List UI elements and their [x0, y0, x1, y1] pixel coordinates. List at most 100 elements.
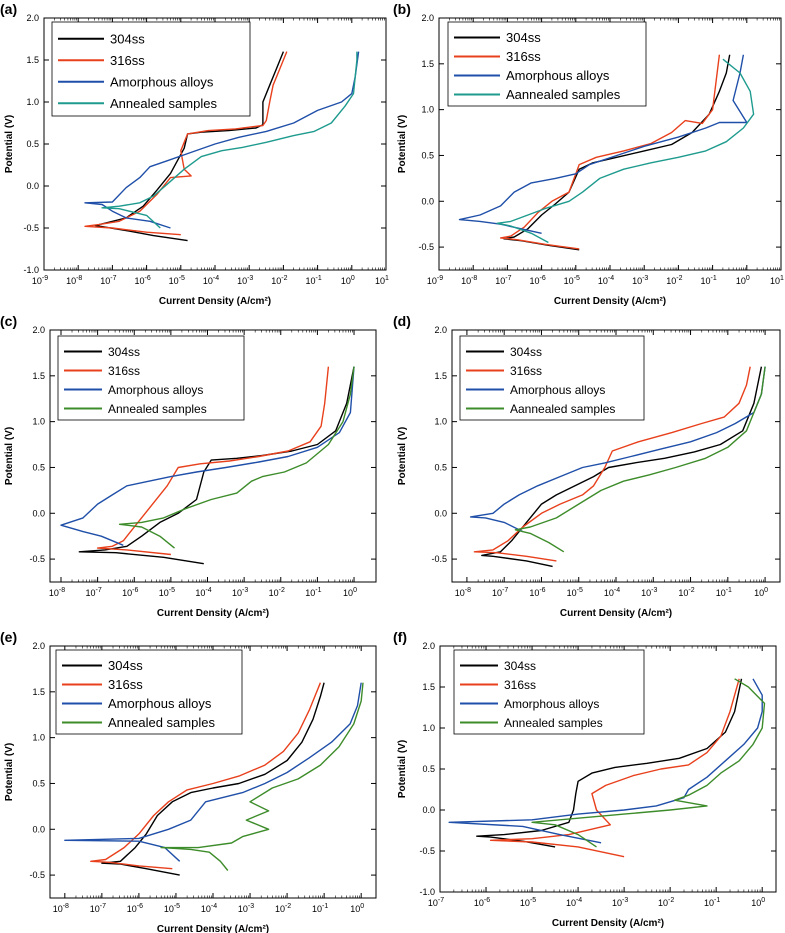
x-tick-label: 10-5 — [159, 587, 175, 598]
series-line — [101, 682, 325, 876]
y-tick-label: -0.5 — [418, 242, 434, 252]
x-tick-label: 10-5 — [567, 587, 583, 598]
y-tick-label: 1.0 — [26, 97, 39, 107]
x-tick-label: 10-8 — [49, 587, 65, 598]
legend-box — [459, 335, 645, 421]
x-tick-label: 10-1 — [305, 587, 321, 598]
x-tick-label: 10-9 — [427, 275, 443, 286]
x-tick-label: 10-4 — [203, 275, 219, 286]
x-tick-label: 100 — [736, 275, 750, 286]
series-line — [101, 51, 358, 229]
series-line — [499, 54, 721, 250]
x-tick-label: 10-6 — [529, 587, 545, 598]
x-tick-label: 10-8 — [53, 903, 69, 914]
x-tick-label: 10-1 — [704, 897, 720, 908]
panel-label: (e) — [0, 629, 17, 645]
x-tick-label: 10-1 — [312, 903, 328, 914]
x-axis-title: Current Density (A/cm²) — [157, 608, 269, 619]
x-tick-label: 100 — [341, 275, 355, 286]
legend-box — [57, 335, 245, 421]
y-tick-label: 2.0 — [32, 641, 45, 651]
y-tick-label: -0.5 — [23, 223, 39, 233]
x-tick-label: 10-6 — [127, 903, 143, 914]
y-tick-label: 1.5 — [421, 59, 434, 69]
x-axis-title: Current Density (A/cm²) — [157, 924, 269, 933]
y-tick-label: 1.0 — [421, 105, 434, 115]
series-line — [489, 678, 740, 858]
y-tick-label: -0.5 — [29, 870, 45, 880]
x-tick-label: 10-4 — [201, 903, 217, 914]
legend-label: 304ss — [108, 345, 140, 359]
y-tick-label: -1.0 — [419, 887, 435, 897]
legend-box — [51, 21, 251, 117]
x-tick-label: 100 — [754, 587, 768, 598]
y-tick-label: 1.5 — [32, 371, 45, 381]
x-tick-label: 10-7 — [85, 587, 101, 598]
y-tick-label: 0.5 — [434, 462, 447, 472]
panel-label: (f) — [393, 629, 407, 645]
y-axis-title: Potential (V) — [4, 115, 15, 173]
legend-label: 316ss — [504, 678, 536, 692]
legend-label: Amorphous alloys — [504, 697, 599, 711]
y-tick-label: 2.0 — [26, 13, 39, 23]
x-tick-label: 100 — [751, 897, 765, 908]
x-tick-label: 10-3 — [232, 587, 248, 598]
series-line — [473, 366, 751, 562]
y-tick-label: 1.5 — [422, 682, 435, 692]
series-line — [60, 366, 355, 546]
legend-label: Aannealed samples — [506, 87, 621, 102]
y-tick-label: 0.0 — [32, 824, 45, 834]
series-line — [84, 51, 360, 229]
x-tick-label: 10-2 — [658, 897, 674, 908]
series-line — [496, 58, 755, 244]
legend-label: Aannealed samples — [510, 402, 615, 416]
x-tick-label: 10-5 — [169, 275, 185, 286]
legend-box — [55, 649, 243, 735]
panel-label: (a) — [0, 1, 17, 17]
x-tick-label: 10-3 — [612, 897, 628, 908]
y-tick-label: 0.5 — [26, 139, 39, 149]
y-tick-label: 1.0 — [32, 417, 45, 427]
y-tick-label: 2.0 — [421, 13, 434, 23]
x-tick-label: 10-7 — [100, 275, 116, 286]
y-tick-label: 0.0 — [434, 508, 447, 518]
x-axis-title: Current Density (A/cm²) — [159, 296, 271, 307]
x-tick-label: 10-3 — [641, 587, 657, 598]
y-tick-label: 1.5 — [26, 55, 39, 65]
panel-label: (c) — [0, 313, 17, 329]
series-line — [531, 678, 766, 848]
x-tick-label: 10-8 — [455, 587, 471, 598]
y-tick-label: -1.0 — [23, 265, 39, 275]
y-tick-label: 1.5 — [434, 371, 447, 381]
y-tick-label: 0.0 — [422, 805, 435, 815]
series-line — [78, 366, 355, 565]
x-tick-label: 10-8 — [461, 275, 477, 286]
legend-label: Annealed samples — [108, 402, 207, 416]
x-tick-label: 10-1 — [716, 587, 732, 598]
legend-label: 304ss — [110, 31, 145, 46]
x-tick-label: 10-3 — [238, 903, 254, 914]
x-tick-label: 10-7 — [492, 587, 508, 598]
legend-label: Amorphous alloys — [108, 383, 203, 397]
series-line — [469, 366, 766, 533]
legend-label: Amorphous alloys — [108, 696, 212, 711]
y-tick-label: 2.0 — [434, 325, 447, 335]
x-tick-label: 10-7 — [495, 275, 511, 286]
panel-label: (b) — [393, 1, 411, 17]
x-tick-label: 101 — [770, 275, 784, 286]
x-axis-title: Current Density (A/cm²) — [554, 296, 666, 307]
x-tick-label: 10-6 — [122, 587, 138, 598]
y-tick-label: 1.0 — [32, 733, 45, 743]
y-axis-title: Potential (V) — [397, 740, 408, 798]
x-tick-label: 10-6 — [474, 897, 490, 908]
series-line — [458, 54, 748, 234]
x-tick-label: 10-6 — [529, 275, 545, 286]
x-tick-label: 100 — [350, 903, 364, 914]
x-tick-label: 10-5 — [164, 903, 180, 914]
y-tick-label: 1.0 — [422, 723, 435, 733]
x-tick-label: 10-5 — [520, 897, 536, 908]
legend-label: 316ss — [108, 364, 140, 378]
y-axis-title: Potential (V) — [4, 427, 15, 485]
y-tick-label: 2.0 — [422, 641, 435, 651]
